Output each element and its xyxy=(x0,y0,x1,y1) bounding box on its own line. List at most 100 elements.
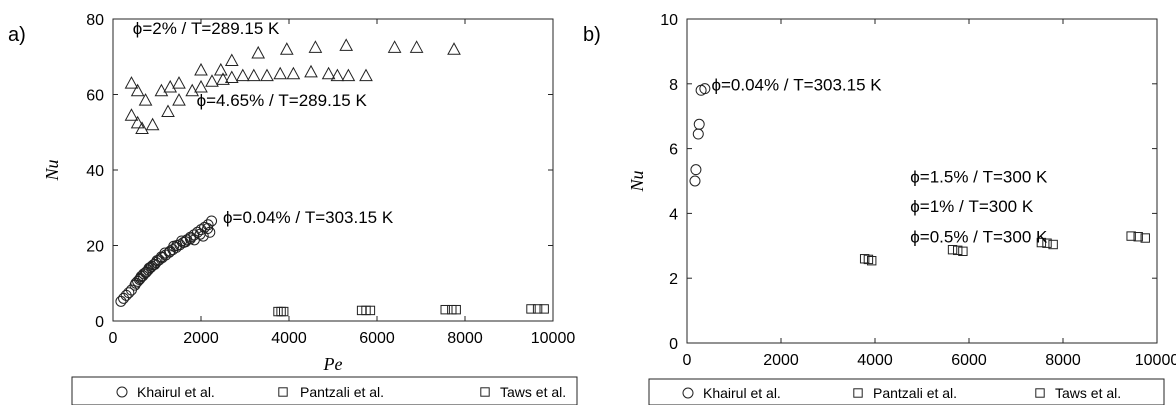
annotation-2: ϕ=0.04% / T=303.15 K xyxy=(223,208,394,227)
series-taws-et-al xyxy=(867,233,1150,266)
data-point xyxy=(168,240,180,252)
data-point xyxy=(273,66,288,80)
data-point xyxy=(161,104,175,117)
data-point xyxy=(133,273,145,285)
data-point xyxy=(1036,237,1047,248)
data-point xyxy=(135,121,149,134)
annotation-2: ϕ=1% / T=300 K xyxy=(910,197,1034,216)
data-point xyxy=(330,68,345,82)
data-point xyxy=(154,83,169,97)
annotation-3: ϕ=0.5% / T=300 K xyxy=(910,228,1048,247)
data-point xyxy=(246,68,261,82)
legend-marker xyxy=(116,386,128,398)
data-point xyxy=(172,93,186,106)
panel-label: b) xyxy=(583,24,601,46)
legend-label: Pantzali et al. xyxy=(300,384,384,400)
legend-label: Khairul et al. xyxy=(137,384,215,400)
y-axis-label: Nu xyxy=(42,159,62,181)
annotation-0: ϕ=2% / T=289.15 K xyxy=(133,19,280,38)
x-tick-label: 4000 xyxy=(857,352,893,369)
x-tick-label: 10000 xyxy=(1135,352,1176,369)
data-point xyxy=(532,304,543,314)
data-point xyxy=(953,245,963,256)
series-pantzali-et-al xyxy=(273,304,543,317)
data-point xyxy=(251,45,266,59)
data-point xyxy=(1140,233,1150,243)
data-point xyxy=(124,76,139,89)
data-point xyxy=(1042,238,1052,248)
data-point xyxy=(1126,231,1136,241)
legend-marker xyxy=(853,388,863,398)
data-point xyxy=(260,68,274,82)
data-point xyxy=(447,42,461,55)
data-point xyxy=(690,164,702,176)
series-taws-et-al xyxy=(279,304,549,317)
y-tick-label: 8 xyxy=(669,77,678,94)
x-tick-label: 0 xyxy=(683,352,692,369)
data-point xyxy=(539,304,549,314)
data-point xyxy=(947,244,958,255)
legend-label: Khairul et al. xyxy=(703,385,781,401)
series-khairul-et-al xyxy=(689,83,711,187)
x-tick-label: 6000 xyxy=(951,352,987,369)
x-tick-label: 8000 xyxy=(1045,352,1081,369)
annotation-0: ϕ=0.04% / T=303.15 K xyxy=(711,75,882,94)
data-point xyxy=(440,304,450,315)
legend-label: Taws et al. xyxy=(500,384,566,400)
data-point xyxy=(159,247,171,259)
data-point xyxy=(689,175,701,187)
data-point xyxy=(188,229,200,241)
data-point xyxy=(699,83,711,95)
data-point xyxy=(123,287,135,299)
data-point xyxy=(308,40,323,53)
data-point xyxy=(202,219,214,231)
data-point xyxy=(286,66,301,80)
legend-marker xyxy=(1035,388,1045,398)
data-point xyxy=(151,255,163,267)
data-point xyxy=(692,128,704,140)
series-khairul-et-al xyxy=(115,215,218,307)
data-point xyxy=(205,74,219,87)
panel-label: a) xyxy=(8,24,26,46)
legend-label: Pantzali et al. xyxy=(873,385,957,401)
data-point xyxy=(224,53,239,67)
plot-frame xyxy=(112,18,554,322)
data-point xyxy=(359,68,373,82)
x-tick-label: 10000 xyxy=(531,330,576,347)
data-point xyxy=(526,304,536,314)
legend-marker xyxy=(682,387,694,399)
y-tick-label: 20 xyxy=(86,239,104,256)
data-point xyxy=(143,262,155,274)
y-tick-label: 0 xyxy=(669,336,678,353)
data-point xyxy=(235,68,250,82)
data-point xyxy=(176,235,188,247)
data-point xyxy=(304,64,318,78)
x-axis-label: Pe xyxy=(323,354,343,374)
series-unlabeled xyxy=(124,38,461,134)
data-point xyxy=(130,277,142,289)
x-tick-label: 2000 xyxy=(183,330,219,347)
legend: Khairul et al. Pantzali et al. Taws et al. xyxy=(648,378,1165,406)
annotation-1: ϕ=1.5% / T=300 K xyxy=(910,168,1048,187)
y-tick-label: 0 xyxy=(95,314,104,331)
data-point xyxy=(213,62,228,76)
data-point xyxy=(163,79,178,93)
data-point xyxy=(958,246,968,257)
data-point xyxy=(138,93,153,106)
x-tick-label: 4000 xyxy=(271,330,307,347)
data-point xyxy=(202,223,214,235)
data-point xyxy=(130,115,145,129)
annotation-1: ϕ=4.65% / T=289.15 K xyxy=(197,91,368,110)
y-tick-label: 10 xyxy=(660,12,678,29)
data-point xyxy=(863,254,874,265)
data-point xyxy=(145,117,160,131)
data-point xyxy=(194,228,206,240)
data-point xyxy=(124,108,139,121)
legend-box xyxy=(71,376,578,406)
y-tick-label: 60 xyxy=(86,88,104,105)
data-point xyxy=(321,66,336,80)
data-point xyxy=(279,306,289,317)
legend: Khairul et al. Pantzali et al. Taws et al. xyxy=(71,376,578,406)
